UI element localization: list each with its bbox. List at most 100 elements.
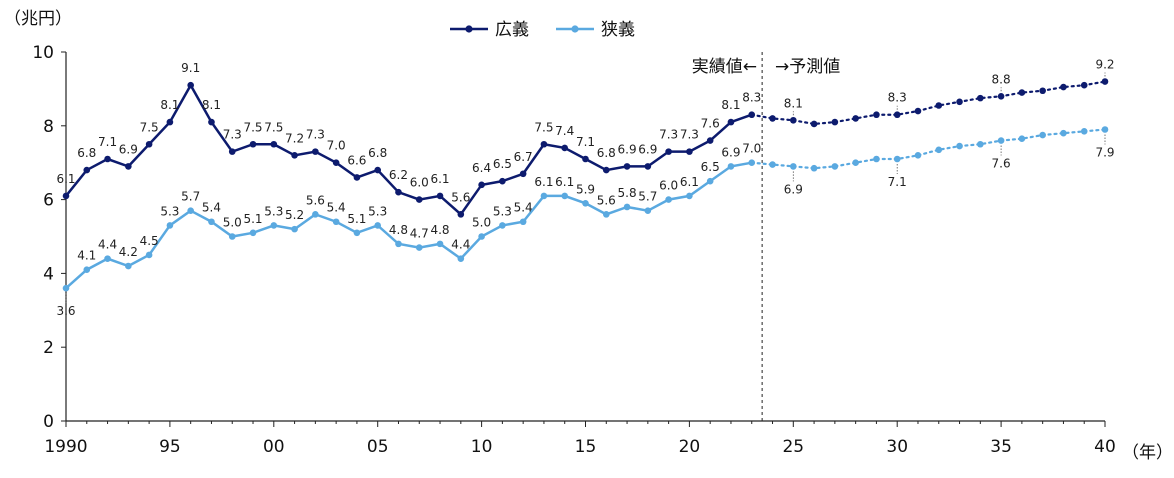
legend-broad-marker bbox=[465, 25, 473, 33]
broad-data-label: 6.9 bbox=[119, 142, 138, 156]
legend-narrow-label: 狭義 bbox=[601, 20, 635, 40]
broad-point bbox=[332, 159, 340, 166]
broad-data-label: 7.5 bbox=[534, 120, 553, 134]
x-tick-label: 35 bbox=[990, 437, 1012, 457]
broad-data-label: 8.1 bbox=[202, 98, 221, 112]
broad-point bbox=[457, 211, 465, 218]
broad-point bbox=[83, 166, 91, 174]
broad-forecast-point bbox=[977, 94, 984, 102]
x-tick-label: 40 bbox=[1094, 437, 1116, 457]
narrow-point bbox=[374, 222, 382, 229]
y-tick-label: 2 bbox=[43, 338, 54, 358]
x-tick-label: 10 bbox=[471, 437, 493, 457]
broad-data-label: 6.7 bbox=[514, 150, 533, 164]
broad-point bbox=[291, 152, 298, 159]
broad-data-label: 7.1 bbox=[576, 135, 595, 149]
broad-point bbox=[145, 140, 153, 148]
broad-data-label: 8.1 bbox=[721, 98, 740, 112]
broad-point bbox=[748, 111, 756, 119]
narrow-data-label: 6.0 bbox=[659, 179, 678, 193]
broad-data-label: 7.0 bbox=[327, 139, 346, 153]
narrow-data-label: 6.9 bbox=[784, 182, 803, 196]
narrow-data-label: 4.8 bbox=[389, 223, 408, 237]
broad-data-label: 5.6 bbox=[451, 190, 470, 204]
narrow-data-label: 4.1 bbox=[77, 249, 96, 263]
narrow-data-label: 5.4 bbox=[514, 201, 533, 215]
narrow-forecast-point bbox=[935, 146, 943, 154]
x-tick-label: 95 bbox=[159, 437, 181, 457]
broad-point bbox=[62, 192, 70, 200]
broad-actual-line bbox=[65, 82, 753, 217]
broad-point bbox=[436, 192, 444, 200]
broad-forecast-point bbox=[1060, 83, 1067, 91]
broad-point bbox=[208, 118, 215, 126]
x-tick-label: 25 bbox=[782, 437, 804, 457]
narrow-data-label: 4.4 bbox=[98, 238, 117, 252]
narrow-data-label: 5.3 bbox=[160, 204, 179, 218]
broad-data-label: 7.3 bbox=[306, 128, 325, 142]
broad-data-label: 7.5 bbox=[243, 120, 262, 134]
plot-area bbox=[62, 78, 1109, 292]
broad-forecast-point bbox=[893, 111, 901, 119]
x-tick-label: 15 bbox=[575, 437, 597, 457]
narrow-data-label: 6.1 bbox=[680, 175, 699, 189]
broad-point bbox=[104, 155, 111, 163]
y-tick-label: 10 bbox=[32, 43, 54, 63]
y-tick-label: 0 bbox=[43, 412, 54, 432]
broad-data-label: 7.5 bbox=[140, 120, 159, 134]
broad-forecast-point bbox=[790, 116, 797, 124]
broad-data-label: 7.3 bbox=[223, 128, 242, 142]
narrow-actual-line bbox=[65, 161, 752, 290]
narrow-data-label: 6.5 bbox=[701, 160, 720, 174]
narrow-point bbox=[249, 229, 257, 237]
x-tick-label: 00 bbox=[263, 437, 285, 457]
narrow-data-label: 5.3 bbox=[368, 204, 387, 218]
narrow-data-label: 5.0 bbox=[223, 216, 242, 230]
broad-data-label: 7.2 bbox=[285, 131, 304, 145]
broad-point bbox=[395, 188, 402, 196]
broad-forecast-point bbox=[1080, 81, 1088, 89]
narrow-data-label: 5.1 bbox=[347, 212, 366, 226]
broad-point bbox=[270, 140, 278, 148]
narrow-point bbox=[104, 255, 111, 262]
narrow-data-label: 5.6 bbox=[597, 193, 616, 207]
narrow-forecast-point bbox=[769, 161, 776, 168]
x-tick-label: 05 bbox=[367, 437, 389, 457]
narrow-forecast-point bbox=[790, 163, 797, 170]
broad-point bbox=[166, 118, 174, 126]
narrow-data-label: 5.8 bbox=[618, 186, 637, 200]
narrow-point bbox=[415, 244, 423, 251]
broad-point bbox=[499, 177, 506, 185]
broad-data-label: 7.3 bbox=[680, 128, 699, 142]
broad-forecast-point bbox=[810, 120, 818, 128]
narrow-data-label: 5.4 bbox=[327, 201, 346, 215]
forecast-annotation: →予測値 bbox=[775, 57, 840, 77]
broad-forecast-point bbox=[769, 115, 776, 122]
broad-point bbox=[665, 148, 672, 155]
broad-forecast-point bbox=[1101, 78, 1109, 85]
narrow-forecast-point bbox=[1039, 131, 1046, 139]
broad-point bbox=[727, 118, 735, 126]
broad-data-label: 6.2 bbox=[389, 168, 408, 182]
narrow-forecast-line bbox=[750, 128, 1107, 170]
narrow-point bbox=[644, 207, 652, 214]
narrow-forecast-point bbox=[1018, 135, 1026, 143]
broad-forecast-line bbox=[750, 80, 1107, 126]
narrow-point bbox=[83, 266, 91, 274]
narrow-point bbox=[582, 199, 589, 207]
narrow-data-label: 7.0 bbox=[742, 142, 761, 156]
broad-data-label: 7.5 bbox=[264, 120, 283, 134]
x-tick-label: 1990 bbox=[44, 437, 87, 457]
broad-point bbox=[561, 144, 569, 152]
broad-data-label: 9.2 bbox=[1095, 58, 1114, 72]
narrow-point bbox=[602, 211, 610, 218]
broad-point bbox=[249, 140, 257, 148]
broad-data-label: 6.9 bbox=[638, 142, 657, 156]
y-tick-label: 8 bbox=[43, 117, 54, 137]
narrow-point bbox=[665, 196, 672, 203]
narrow-data-label: 4.4 bbox=[451, 238, 470, 252]
narrow-point bbox=[540, 192, 548, 200]
actual-annotation: 実績値← bbox=[692, 57, 757, 77]
narrow-forecast-point bbox=[852, 159, 859, 166]
narrow-forecast-point bbox=[997, 137, 1005, 144]
